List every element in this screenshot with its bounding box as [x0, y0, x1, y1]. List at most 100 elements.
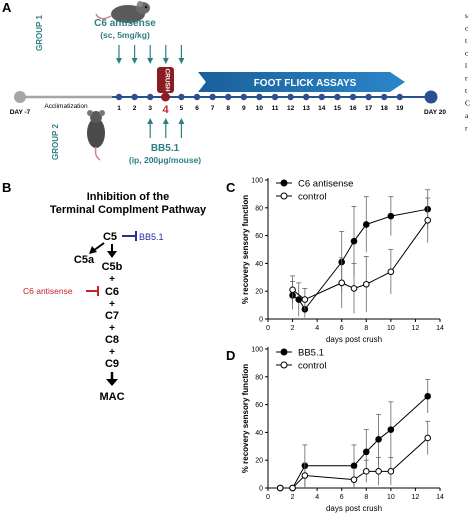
- y-tick-label: 20: [255, 289, 263, 296]
- y-axis-label: % recovery sensory function: [241, 364, 250, 473]
- day-start-label: DAY -7: [10, 109, 31, 116]
- day-dot: [209, 93, 216, 101]
- day-label: 2: [133, 105, 137, 112]
- x-tick-label: 0: [266, 325, 270, 332]
- mouse-icon-group1: [95, 1, 150, 23]
- data-point: [424, 217, 432, 224]
- data-point: [295, 296, 303, 303]
- x-tick-label: 0: [266, 494, 270, 501]
- day-dot: [349, 93, 357, 101]
- legend-label: C6 antisense: [298, 179, 353, 190]
- bb-drug-label: BB5.1: [151, 143, 180, 154]
- y-tick-label: 0: [259, 317, 263, 324]
- c6-dose-label: (sc, 5mg/kg): [100, 30, 150, 40]
- data-point: [338, 279, 346, 287]
- x-axis-label: days post crush: [326, 335, 382, 344]
- x-axis-label: days post crush: [326, 504, 382, 513]
- group2-label: GROUP 2: [51, 124, 60, 160]
- timeline-days: 1 2 3 5 6 7 8 9 10 11 12 13 14 15 16 17 18 19: [115, 93, 404, 112]
- foot-flick-label: FOOT FLICK ASSAYS: [254, 78, 357, 89]
- data-point: [362, 448, 370, 456]
- day-dot: [115, 93, 123, 101]
- x-tick-label: 12: [412, 325, 420, 332]
- day-dot: [365, 93, 372, 101]
- c6-antisense-label: C6 antisense: [23, 286, 73, 296]
- day-dot: [318, 93, 325, 101]
- data-point: [362, 468, 370, 475]
- data-point: [362, 221, 370, 228]
- x-tick-label: 2: [291, 494, 295, 501]
- y-axis-label: % recovery sensory function: [241, 195, 250, 304]
- y-tick-label: 40: [255, 430, 263, 437]
- x-tick-label: 14: [436, 325, 444, 332]
- series-control: [289, 197, 432, 314]
- side-text-char: c: [465, 24, 469, 33]
- x-tick-label: 8: [364, 325, 368, 332]
- day-dot: [240, 93, 247, 101]
- dose-arrows-group2: [147, 118, 185, 138]
- day-label: 14: [318, 105, 326, 112]
- legend-label: control: [298, 192, 327, 203]
- x-tick-label: 2: [291, 325, 295, 332]
- y-tick-label: 20: [255, 458, 263, 465]
- series-line: [292, 208, 428, 311]
- side-text-char: l: [465, 61, 467, 70]
- x-tick-label: 10: [387, 325, 395, 332]
- end-dot: [424, 90, 438, 104]
- data-point: [375, 436, 382, 443]
- side-text-char: s: [465, 11, 468, 20]
- mouse-icon-group2: [87, 110, 105, 161]
- crush-day-dot: [161, 92, 170, 102]
- series-treatment: [289, 189, 432, 318]
- side-text-char: C: [465, 99, 470, 108]
- series-control: [276, 420, 432, 492]
- dose-arrows-group1: [116, 45, 185, 64]
- x-tick-label: 6: [340, 494, 344, 501]
- day-dot: [131, 93, 138, 101]
- day-label: 12: [287, 105, 295, 112]
- day-dot: [193, 93, 201, 101]
- legend-marker: [280, 348, 288, 356]
- pathway-c5: C5: [103, 231, 117, 243]
- legend-label: control: [298, 361, 327, 372]
- group1-label: GROUP 1: [35, 15, 44, 51]
- arrow-to-mac: [106, 379, 118, 386]
- pathway-c9: C9: [105, 358, 119, 370]
- day-dot: [271, 93, 279, 101]
- data-point: [362, 280, 370, 288]
- day-label: 1: [117, 105, 121, 112]
- day-label: 3: [148, 105, 152, 112]
- y-tick-label: 60: [255, 233, 263, 240]
- data-point: [350, 476, 358, 483]
- day-dot: [303, 93, 310, 101]
- day-label: 9: [242, 105, 246, 112]
- acclimatization-label: Acclimatization: [44, 103, 88, 110]
- day-label: 19: [396, 105, 404, 112]
- side-text-char: r: [465, 74, 468, 83]
- day-dot: [381, 93, 388, 101]
- day-label: 15: [334, 105, 342, 112]
- day-label: 7: [211, 105, 215, 112]
- x-tick-label: 8: [364, 494, 368, 501]
- day-label: 13: [303, 105, 311, 112]
- day-label: 17: [365, 105, 373, 112]
- pathway-plus-2: +: [109, 299, 115, 310]
- day-dot: [147, 93, 154, 101]
- day-label: 16: [349, 105, 357, 112]
- data-point: [424, 434, 432, 442]
- data-point: [289, 286, 296, 294]
- y-tick-label: 80: [255, 374, 263, 381]
- panel-label-d: D: [226, 348, 235, 363]
- legend-label: BB5.1: [298, 348, 324, 359]
- bb-dose-label: (ip, 200μg/mouse): [129, 155, 201, 165]
- x-tick-label: 10: [387, 494, 395, 501]
- y-tick-label: 60: [255, 402, 263, 409]
- day-label: 5: [180, 105, 184, 112]
- x-tick-label: 12: [412, 494, 420, 501]
- day-dot: [256, 93, 263, 101]
- panel-label-c: C: [226, 180, 236, 195]
- start-dot: [14, 91, 26, 103]
- side-text-char: t: [465, 36, 468, 45]
